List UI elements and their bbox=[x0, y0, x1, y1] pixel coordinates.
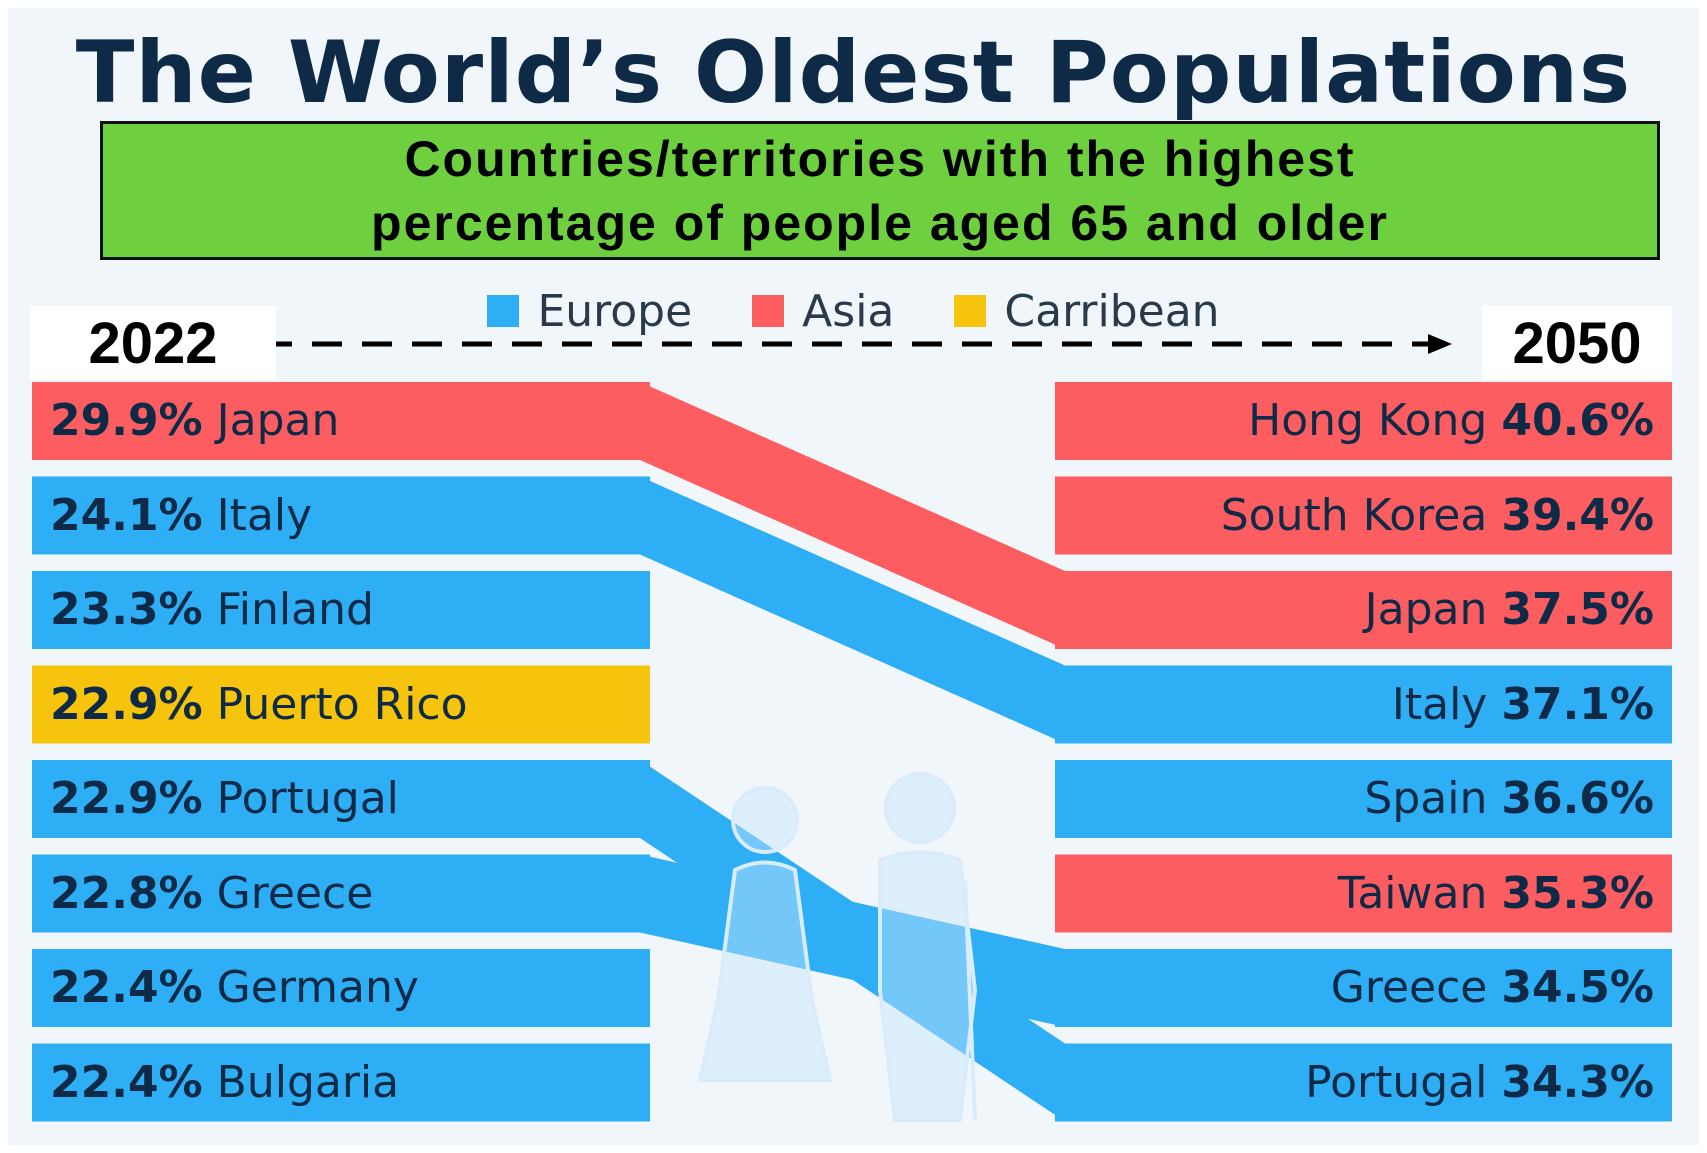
bar-value-label: 22.8% bbox=[50, 867, 203, 919]
subtitle-line-2: percentage of people aged 65 and older bbox=[371, 194, 1389, 251]
bar-country-label: Taiwan bbox=[1337, 867, 1488, 919]
legend-item-europe: Europe bbox=[487, 284, 692, 338]
bar-2022-finland bbox=[32, 571, 650, 649]
bar-2022-italy bbox=[32, 476, 650, 555]
link-italy bbox=[640, 476, 1065, 744]
bar-2022-portugal bbox=[32, 760, 650, 838]
bar-country-label: Portugal bbox=[1305, 1056, 1488, 1108]
bar-country-label: Portugal bbox=[216, 773, 399, 824]
bar-label-2022-germany: 22.4% Germany bbox=[50, 949, 419, 1027]
bar-value-label: 34.3% bbox=[1501, 1056, 1654, 1108]
bar-2022-puerto-rico bbox=[32, 665, 650, 744]
bar-country-label: Hong Kong bbox=[1248, 395, 1488, 446]
bar-country-label: Bulgaria bbox=[216, 1056, 400, 1108]
bar-value-label: 39.4% bbox=[1501, 489, 1654, 541]
bar-value-label: 23.3% bbox=[50, 584, 203, 635]
bar-2050-south-korea bbox=[1055, 476, 1672, 555]
bar-country-label: South Korea bbox=[1220, 489, 1488, 541]
legend-label-europe: Europe bbox=[537, 285, 693, 337]
legend-item-asia: Asia bbox=[752, 284, 894, 338]
bar-value-label: 36.6% bbox=[1501, 773, 1654, 824]
timeline-arrow-head bbox=[1428, 334, 1452, 354]
bar-label-2022-bulgaria: 22.4% Bulgaria bbox=[50, 1044, 399, 1122]
bar-label-2050-japan: Japan 37.5% bbox=[1365, 571, 1654, 649]
bar-value-label: 22.9% bbox=[50, 678, 203, 730]
bar-2022-bulgaria bbox=[32, 1043, 650, 1122]
legend: Europe Asia Carribean bbox=[0, 284, 1707, 338]
legend-swatch-europe bbox=[487, 295, 520, 327]
legend-label-asia: Asia bbox=[802, 285, 895, 337]
bar-2050-greece bbox=[1055, 949, 1672, 1027]
bar-label-2050-hong-kong: Hong Kong 40.6% bbox=[1248, 382, 1654, 460]
subtitle-line-1: Countries/territories with the highest bbox=[404, 130, 1356, 187]
bar-value-label: 24.1% bbox=[50, 489, 203, 541]
bar-value-label: 29.9% bbox=[50, 395, 203, 446]
chart-title: The World’s Oldest Populations bbox=[75, 23, 1632, 123]
bar-2050-taiwan bbox=[1055, 854, 1672, 933]
bar-country-label: Japan bbox=[1364, 584, 1488, 635]
bar-2022-germany bbox=[32, 949, 650, 1027]
bar-label-2022-portugal: 22.9% Portugal bbox=[50, 760, 399, 838]
subtitle-box: Countries/territories with the highest p… bbox=[100, 121, 1660, 260]
bar-value-label: 35.3% bbox=[1501, 867, 1654, 919]
bar-label-2050-south-korea: South Korea 39.4% bbox=[1221, 477, 1654, 555]
bar-country-label: Japan bbox=[216, 395, 340, 446]
bar-country-label: Finland bbox=[216, 584, 374, 635]
bar-2050-italy bbox=[1055, 665, 1672, 744]
bar-value-label: 22.4% bbox=[50, 962, 203, 1013]
bar-value-label: 37.5% bbox=[1501, 584, 1654, 635]
woman-head-icon bbox=[731, 786, 799, 854]
link-japan bbox=[640, 382, 1065, 649]
bar-label-2050-greece: Greece 34.5% bbox=[1331, 949, 1654, 1027]
man-head-icon bbox=[884, 772, 956, 844]
legend-swatch-asia bbox=[752, 295, 785, 327]
bar-label-2022-finland: 23.3% Finland bbox=[50, 571, 374, 649]
bar-country-label: Italy bbox=[1391, 678, 1488, 730]
bar-label-2022-italy: 24.1% Italy bbox=[50, 477, 312, 555]
bar-value-label: 22.4% bbox=[50, 1056, 203, 1108]
year-start-label: 2022 bbox=[30, 306, 276, 380]
bar-label-2050-spain: Spain 36.6% bbox=[1364, 760, 1654, 838]
legend-label-carribean: Carribean bbox=[1004, 285, 1220, 337]
bar-country-label: Italy bbox=[216, 489, 313, 541]
bar-label-2022-greece: 22.8% Greece bbox=[50, 855, 373, 933]
legend-item-carribean: Carribean bbox=[954, 284, 1220, 338]
bar-label-2022-puerto-rico: 22.9% Puerto Rico bbox=[50, 666, 468, 744]
bar-value-label: 22.9% bbox=[50, 773, 203, 824]
bar-2050-portugal bbox=[1055, 1043, 1672, 1122]
bar-country-label: Greece bbox=[216, 867, 374, 919]
bar-value-label: 40.6% bbox=[1501, 395, 1654, 446]
bar-2022-greece bbox=[32, 854, 650, 933]
bar-country-label: Spain bbox=[1364, 773, 1488, 824]
bar-2050-spain bbox=[1055, 760, 1672, 838]
bar-2022-japan bbox=[32, 382, 650, 460]
bar-label-2022-japan: 29.9% Japan bbox=[50, 382, 339, 460]
bar-country-label: Puerto Rico bbox=[216, 678, 468, 730]
woman-body-icon bbox=[697, 860, 833, 1082]
bar-value-label: 37.1% bbox=[1501, 678, 1654, 730]
link-greece bbox=[640, 854, 1065, 1027]
year-end-label: 2050 bbox=[1482, 306, 1672, 380]
bar-label-2050-italy: Italy 37.1% bbox=[1392, 666, 1654, 744]
bar-2050-hong-kong bbox=[1055, 382, 1672, 460]
legend-swatch-carribean bbox=[954, 295, 987, 327]
bar-2050-japan bbox=[1055, 571, 1672, 649]
man-body-icon bbox=[878, 850, 978, 1122]
bar-country-label: Germany bbox=[216, 962, 419, 1013]
bar-label-2050-taiwan: Taiwan 35.3% bbox=[1338, 855, 1654, 933]
cane-icon bbox=[963, 879, 977, 1121]
elderly-couple-icon bbox=[697, 772, 978, 1122]
bar-value-label: 34.5% bbox=[1501, 962, 1654, 1013]
chart-subtitle: Countries/territories with the highest p… bbox=[371, 127, 1389, 255]
bar-country-label: Greece bbox=[1330, 962, 1488, 1013]
bar-label-2050-portugal: Portugal 34.3% bbox=[1305, 1044, 1654, 1122]
